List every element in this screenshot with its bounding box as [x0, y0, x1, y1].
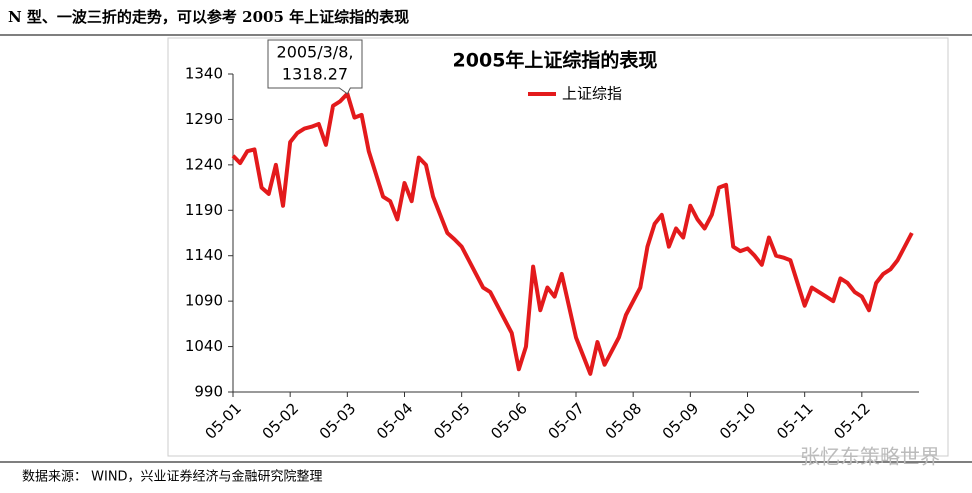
series-line — [231, 91, 914, 376]
y-tick-label: 990 — [194, 383, 223, 401]
annotation-date: 2005/3/8, — [277, 43, 354, 62]
y-tick-label: 1240 — [185, 155, 223, 173]
y-tick-label: 1340 — [185, 65, 223, 83]
y-tick-label: 1090 — [185, 292, 223, 310]
y-tick-label: 1290 — [185, 110, 223, 128]
y-tick-label: 1140 — [185, 246, 223, 264]
chart-frame — [167, 37, 949, 457]
legend-label: 上证综指 — [562, 85, 622, 103]
chart-title: 2005年上证综指的表现 — [453, 49, 658, 72]
y-tick-label: 1190 — [185, 201, 223, 219]
x-tick-label: 05-04 — [373, 399, 417, 443]
y-tick-label: 1040 — [185, 337, 223, 355]
annotation-value: 1318.27 — [282, 65, 348, 84]
x-tick-label: 05-12 — [830, 399, 874, 443]
x-tick-label: 05-10 — [716, 399, 760, 443]
annotation-box — [267, 39, 363, 95]
x-tick-label: 05-08 — [602, 399, 646, 443]
watermark: 张忆东策略世界 — [800, 445, 940, 469]
header-title: N 型、一波三折的走势，可以参考 2005 年上证综指的表现 — [8, 8, 409, 26]
x-tick-label: 05-11 — [773, 399, 817, 443]
footer-source: 数据来源： WIND，兴业证券经济与金融研究院整理 — [22, 469, 323, 485]
x-tick-label: 05-01 — [201, 399, 245, 443]
x-tick-label: 05-07 — [544, 399, 588, 443]
x-tick-label: 05-02 — [259, 399, 303, 443]
x-tick-label: 05-05 — [430, 399, 474, 443]
x-tick-label: 05-09 — [659, 399, 703, 443]
x-tick-label: 05-03 — [316, 399, 360, 443]
x-tick-label: 05-06 — [487, 399, 531, 443]
